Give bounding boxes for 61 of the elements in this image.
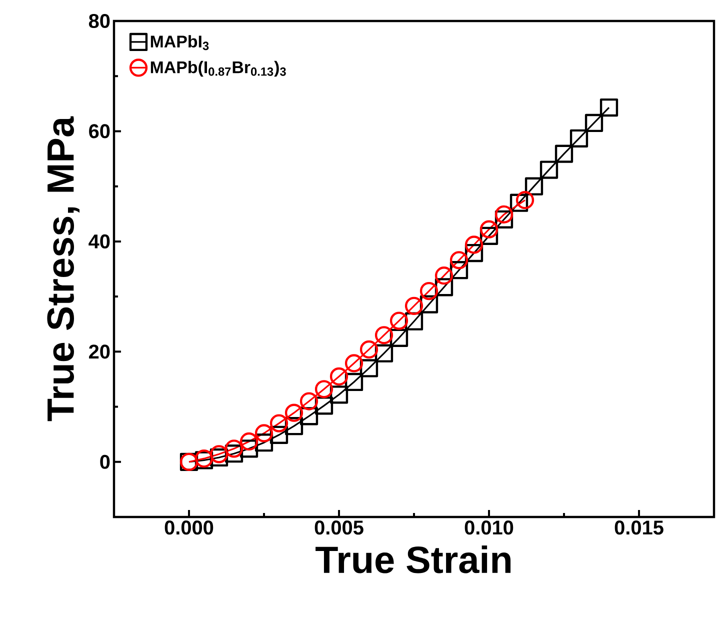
point — [554, 144, 574, 163]
x-tick-label: 0.005 — [314, 520, 364, 535]
point — [540, 160, 558, 179]
point — [464, 244, 484, 262]
point — [314, 396, 334, 415]
point — [510, 194, 528, 212]
point — [270, 426, 288, 444]
y-tick-label: 60 — [89, 124, 110, 138]
point — [420, 295, 438, 314]
point — [434, 266, 454, 285]
point — [516, 191, 534, 210]
y-tick-label: 0 — [100, 454, 110, 469]
point — [494, 210, 514, 228]
legend-label: MAPb(I$_{0.87}$Br$_{0.13}$)$_{3}$ — [150, 60, 286, 77]
point — [390, 312, 408, 330]
point — [480, 220, 498, 238]
point — [450, 251, 468, 270]
point — [374, 326, 394, 344]
point — [464, 236, 484, 254]
x-tick-label: 0.015 — [614, 520, 664, 535]
point — [254, 434, 274, 452]
point — [270, 414, 288, 432]
point — [254, 424, 274, 442]
y-tick-label: 80 — [88, 14, 110, 28]
point — [360, 359, 378, 378]
point — [284, 404, 304, 422]
point — [330, 367, 348, 386]
point — [240, 440, 258, 458]
point — [284, 417, 304, 436]
legend-label: MAPbI$_{3}$ — [150, 35, 209, 50]
point — [224, 444, 244, 463]
point — [210, 448, 228, 467]
point — [404, 312, 424, 330]
point — [600, 98, 618, 117]
point — [390, 328, 408, 347]
point — [420, 282, 438, 300]
point — [300, 407, 318, 426]
point — [210, 445, 228, 464]
point — [404, 296, 424, 315]
point — [494, 205, 514, 224]
point — [240, 432, 258, 451]
point — [584, 114, 604, 132]
point — [434, 278, 454, 296]
point — [570, 129, 588, 148]
y-tick-label: 20 — [89, 344, 110, 359]
point — [480, 226, 498, 245]
point — [330, 386, 348, 404]
point — [524, 177, 544, 196]
x-tick-label: 0.000 — [164, 520, 214, 535]
x-axis-title: True Strain — [316, 545, 511, 574]
point — [344, 372, 364, 392]
x-tick-label: 0.010 — [464, 520, 514, 535]
point — [300, 392, 318, 410]
point — [374, 344, 394, 362]
point — [344, 354, 364, 372]
y-axis-title: True Stress, MPa — [47, 116, 80, 422]
point — [224, 440, 244, 458]
point — [314, 380, 334, 398]
y-tick-label: 40 — [88, 234, 110, 248]
point — [450, 261, 468, 280]
point — [360, 340, 378, 359]
